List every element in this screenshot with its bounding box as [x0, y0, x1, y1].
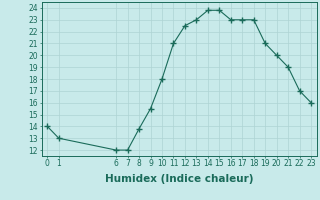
X-axis label: Humidex (Indice chaleur): Humidex (Indice chaleur) — [105, 174, 253, 184]
